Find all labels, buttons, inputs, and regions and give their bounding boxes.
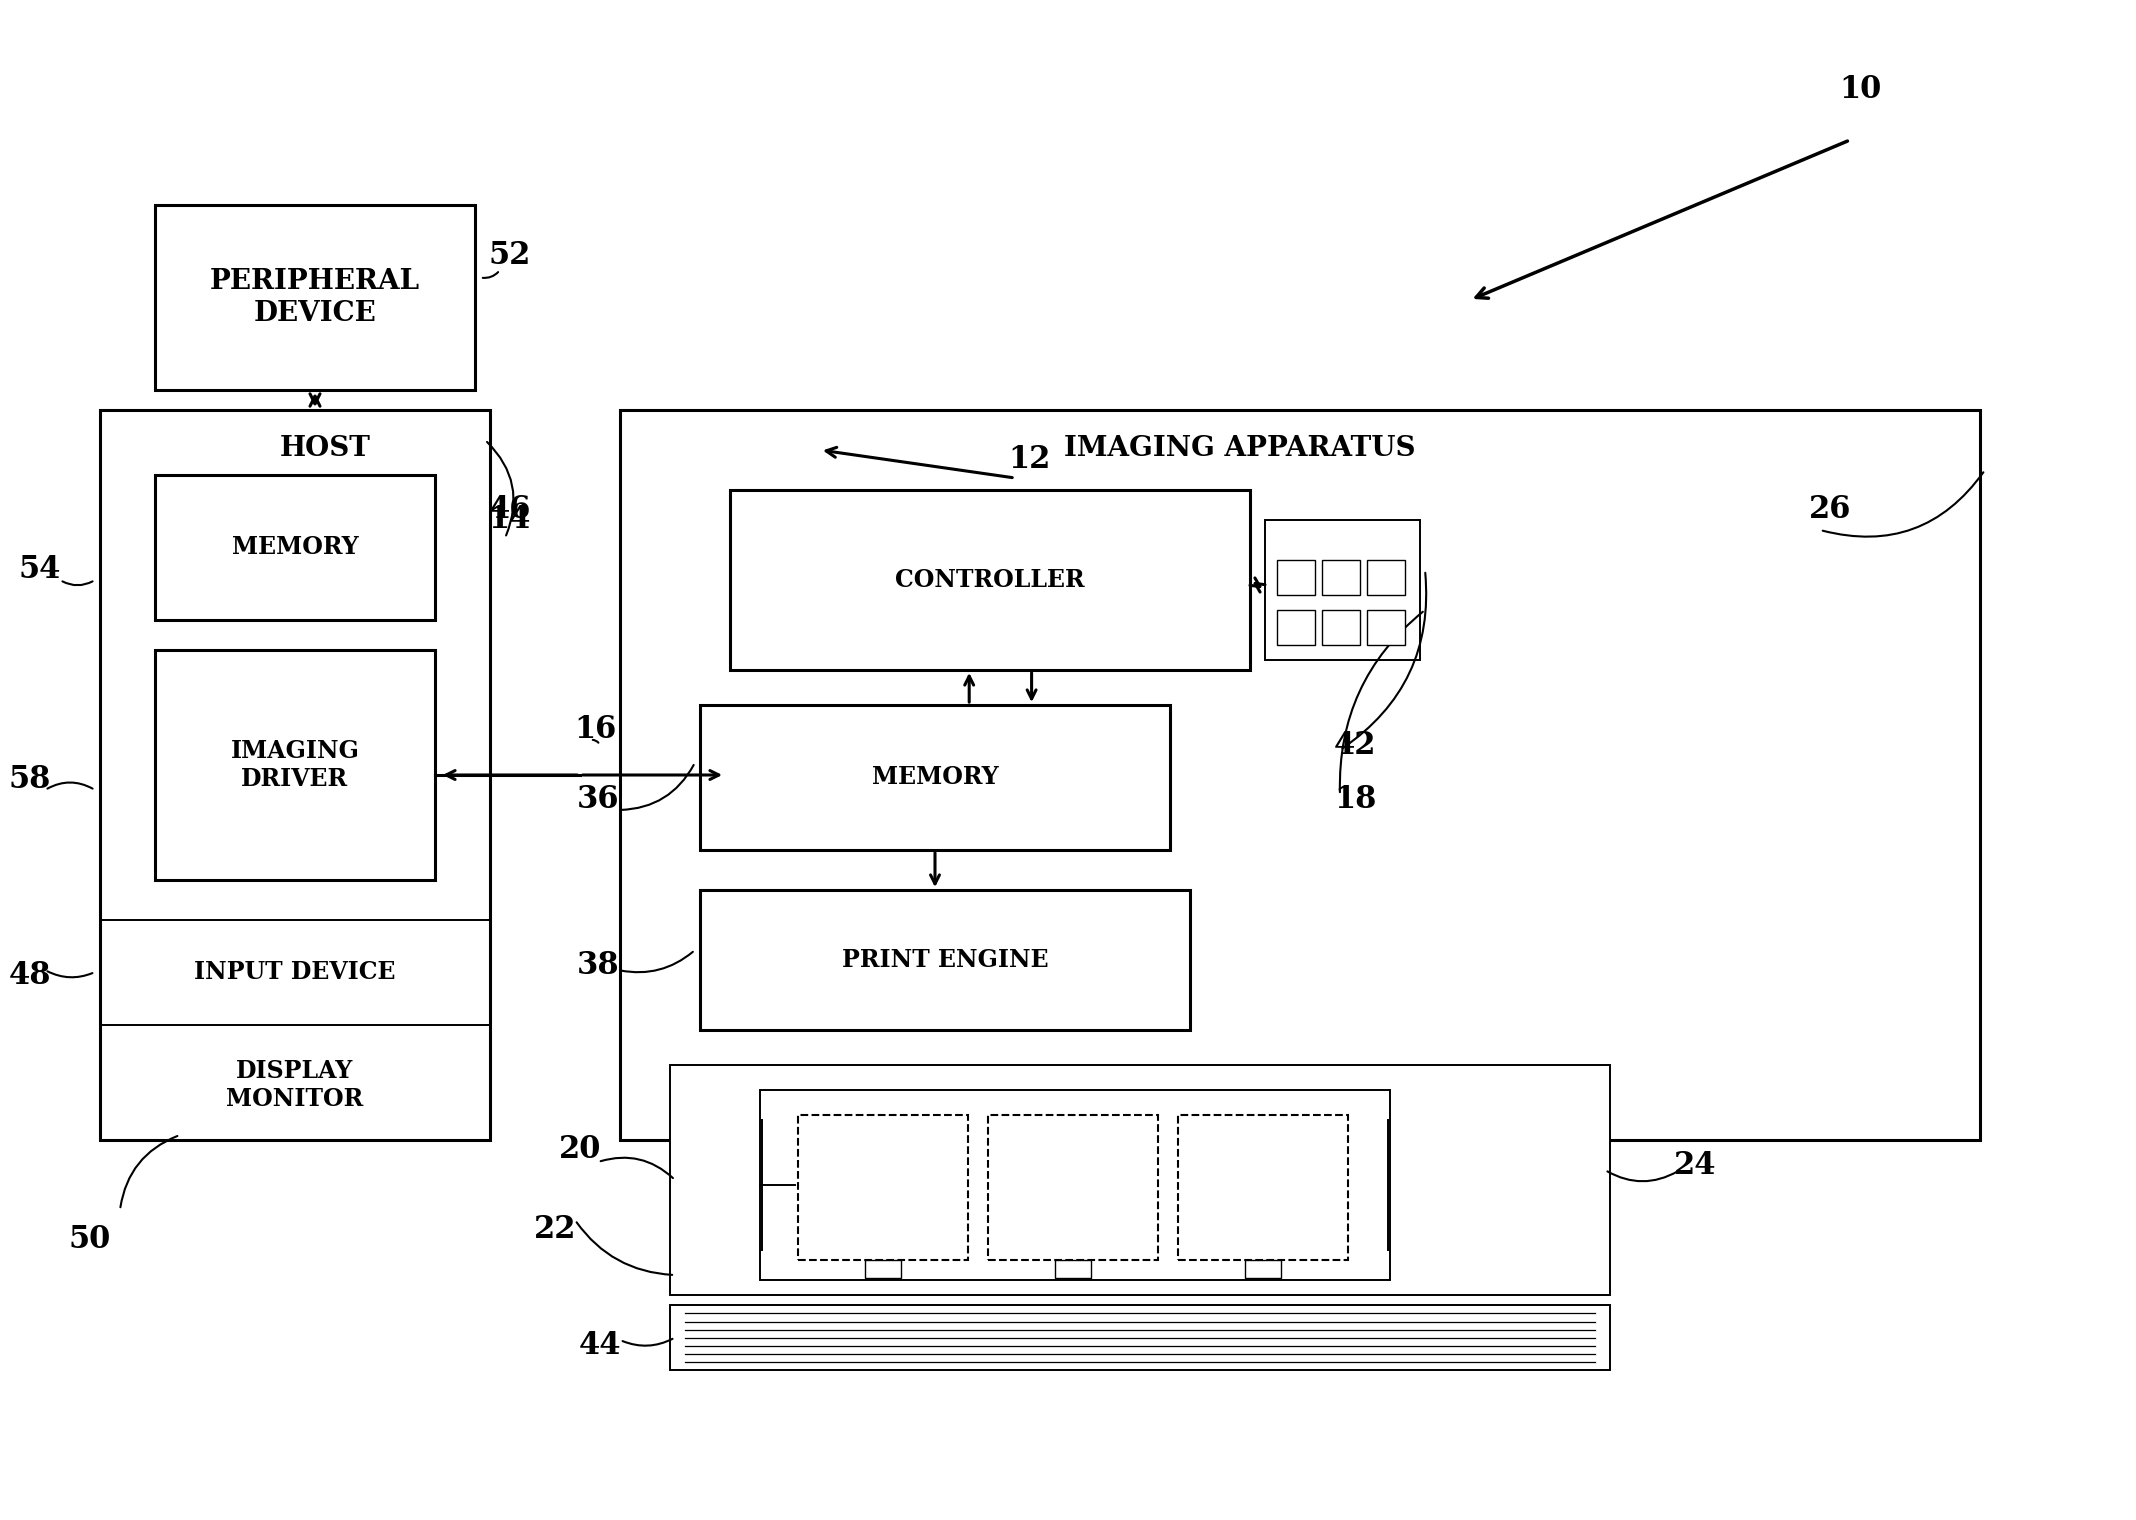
- Bar: [156, 205, 474, 391]
- Text: 16: 16: [575, 714, 615, 745]
- Bar: [731, 489, 1250, 670]
- Text: 38: 38: [577, 950, 619, 980]
- Bar: [1322, 610, 1361, 644]
- Text: 18: 18: [1333, 784, 1376, 816]
- Bar: [1277, 610, 1316, 644]
- Text: 42: 42: [1333, 730, 1376, 760]
- Bar: [619, 410, 1980, 1140]
- Text: DISPLAY
MONITOR: DISPLAY MONITOR: [226, 1059, 363, 1111]
- Bar: [989, 1116, 1158, 1260]
- Text: 26: 26: [1809, 494, 1852, 526]
- Text: 50: 50: [68, 1225, 111, 1256]
- Text: 14: 14: [489, 505, 532, 535]
- Text: 52: 52: [489, 240, 532, 271]
- Text: 12: 12: [1008, 444, 1051, 476]
- Text: MEMORY: MEMORY: [231, 535, 359, 559]
- Bar: [671, 1066, 1611, 1295]
- Bar: [1245, 1260, 1282, 1278]
- Bar: [799, 1116, 968, 1260]
- Text: INPUT DEVICE: INPUT DEVICE: [194, 961, 395, 983]
- Text: IMAGING APPARATUS: IMAGING APPARATUS: [1064, 435, 1416, 462]
- Text: 58: 58: [9, 765, 51, 795]
- Text: 36: 36: [577, 784, 619, 816]
- Bar: [100, 410, 489, 1140]
- Text: 54: 54: [19, 555, 62, 585]
- Bar: [1177, 1116, 1348, 1260]
- Text: 22: 22: [534, 1214, 577, 1245]
- Text: 20: 20: [560, 1134, 600, 1166]
- Bar: [1277, 559, 1316, 594]
- Bar: [1367, 559, 1405, 594]
- Text: 48: 48: [9, 959, 51, 991]
- Text: 44: 44: [579, 1330, 622, 1360]
- Text: CONTROLLER: CONTROLLER: [895, 568, 1085, 591]
- Text: HOST: HOST: [280, 435, 370, 462]
- Bar: [865, 1260, 901, 1278]
- Text: 24: 24: [1675, 1149, 1715, 1181]
- Text: MEMORY: MEMORY: [871, 766, 998, 789]
- Bar: [671, 1306, 1611, 1370]
- Text: 46: 46: [489, 494, 532, 526]
- Bar: [1055, 1260, 1091, 1278]
- Bar: [701, 705, 1171, 850]
- Bar: [1265, 520, 1420, 660]
- Bar: [156, 651, 436, 880]
- Text: IMAGING
DRIVER: IMAGING DRIVER: [231, 739, 359, 790]
- Text: PERIPHERAL
DEVICE: PERIPHERAL DEVICE: [209, 269, 421, 327]
- Bar: [156, 474, 436, 620]
- Bar: [760, 1090, 1391, 1280]
- Bar: [1367, 610, 1405, 644]
- Text: PRINT ENGINE: PRINT ENGINE: [842, 948, 1049, 971]
- Text: 10: 10: [1839, 74, 1882, 105]
- Bar: [701, 891, 1190, 1031]
- Bar: [1322, 559, 1361, 594]
